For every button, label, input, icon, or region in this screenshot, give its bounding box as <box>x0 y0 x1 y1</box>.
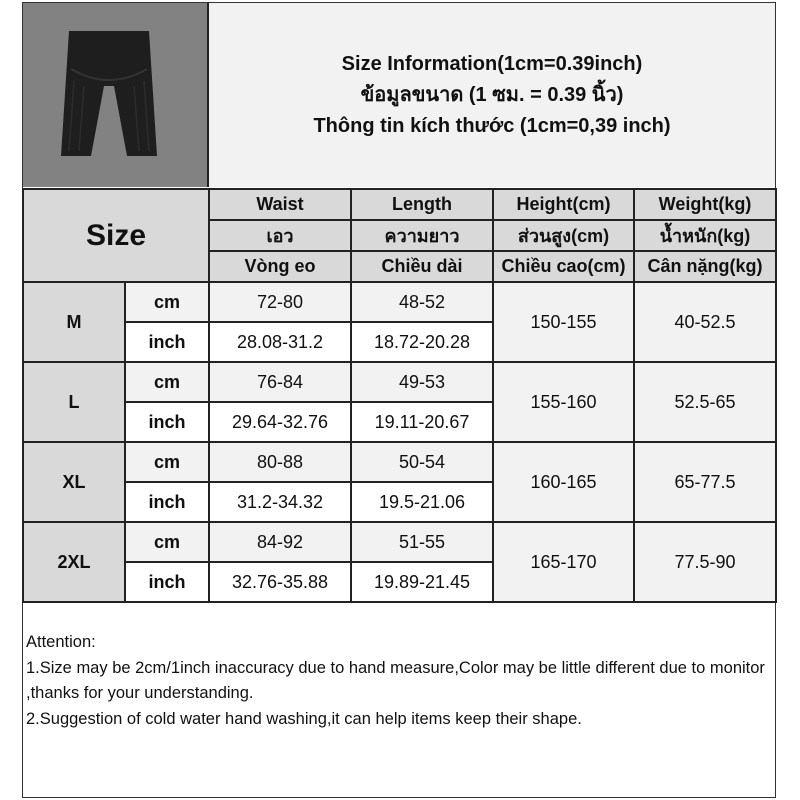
col-header-length-thai: ความยาว <box>350 219 494 252</box>
unit-cell: cm <box>124 441 210 483</box>
col-header-waist-vi: Vòng eo <box>208 250 352 283</box>
col-header-weight: Weight(kg) <box>633 188 777 221</box>
table-row: 2XL cm 84-92 51-55 165-170 77.5-90 <box>22 521 777 603</box>
waist-cm-cell: 80-88 <box>208 441 352 483</box>
title-thai: ข้อมูลขนาด (1 ซม. = 0.39 นิ้ว) <box>360 83 624 106</box>
height-cell: 150-155 <box>492 281 635 363</box>
size-cell: M <box>22 281 126 363</box>
height-cell: 155-160 <box>492 361 635 443</box>
col-header-length: Length <box>350 188 494 221</box>
product-photo <box>23 3 209 187</box>
size-header: Size <box>22 188 210 283</box>
title-vietnamese: Thông tin kích thước (1cm=0,39 inch) <box>313 114 671 137</box>
note-item: 1.Size may be 2cm/1inch inaccuracy due t… <box>26 658 765 703</box>
table-row: XL cm 80-88 50-54 160-165 65-77.5 <box>22 441 777 523</box>
notes-heading: Attention: <box>26 633 96 651</box>
table-row: inch 31.2-34.32 19.5-21.06 <box>23 481 776 523</box>
col-header-length-vi: Chiều dài <box>350 250 494 283</box>
col-header-height: Height(cm) <box>492 188 635 221</box>
length-cm-cell: 50-54 <box>350 441 494 483</box>
unit-cell: inch <box>124 401 210 443</box>
unit-cell: inch <box>124 321 210 363</box>
size-cell: XL <box>22 441 126 523</box>
note-item: 2.Suggestion of cold water hand washing,… <box>26 709 582 728</box>
size-table: Size Waist Length Height(cm) Weight(kg) … <box>22 188 777 603</box>
waist-cm-cell: 84-92 <box>208 521 352 563</box>
attention-notes: Attention: 1.Size may be 2cm/1inch inacc… <box>26 630 771 732</box>
unit-cell: cm <box>124 521 210 563</box>
length-inch-cell: 19.11-20.67 <box>350 401 494 443</box>
length-cm-cell: 49-53 <box>350 361 494 403</box>
size-info-title: Size Information(1cm=0.39inch) ข้อมูลขนา… <box>209 3 775 187</box>
unit-cell: inch <box>124 561 210 603</box>
length-inch-cell: 19.89-21.45 <box>350 561 494 603</box>
waist-cm-cell: 76-84 <box>208 361 352 403</box>
col-header-waist: Waist <box>208 188 352 221</box>
unit-cell: cm <box>124 281 210 323</box>
shorts-image-icon <box>61 31 157 156</box>
weight-cell: 65-77.5 <box>633 441 777 523</box>
size-cell: 2XL <box>22 521 126 603</box>
height-cell: 165-170 <box>492 521 635 603</box>
waist-inch-cell: 31.2-34.32 <box>208 481 352 523</box>
col-header-weight-vi: Cân nặng(kg) <box>633 250 777 283</box>
unit-cell: cm <box>124 361 210 403</box>
waist-cm-cell: 72-80 <box>208 281 352 323</box>
waist-inch-cell: 28.08-31.2 <box>208 321 352 363</box>
col-header-height-vi: Chiều cao(cm) <box>492 250 635 283</box>
unit-cell: inch <box>124 481 210 523</box>
size-cell: L <box>22 361 126 443</box>
length-cm-cell: 51-55 <box>350 521 494 563</box>
waist-inch-cell: 32.76-35.88 <box>208 561 352 603</box>
table-row: inch 28.08-31.2 18.72-20.28 <box>23 321 776 363</box>
col-header-height-thai: ส่วนสูง(cm) <box>492 219 635 252</box>
weight-cell: 77.5-90 <box>633 521 777 603</box>
length-inch-cell: 19.5-21.06 <box>350 481 494 523</box>
weight-cell: 40-52.5 <box>633 281 777 363</box>
table-row: inch 29.64-32.76 19.11-20.67 <box>23 401 776 443</box>
length-inch-cell: 18.72-20.28 <box>350 321 494 363</box>
col-header-waist-thai: เอว <box>208 219 352 252</box>
weight-cell: 52.5-65 <box>633 361 777 443</box>
col-header-weight-thai: น้ำหนัก(kg) <box>633 219 777 252</box>
length-cm-cell: 48-52 <box>350 281 494 323</box>
title-english: Size Information(1cm=0.39inch) <box>341 52 643 75</box>
table-row: inch 32.76-35.88 19.89-21.45 <box>23 561 776 603</box>
height-cell: 160-165 <box>492 441 635 523</box>
waist-inch-cell: 29.64-32.76 <box>208 401 352 443</box>
